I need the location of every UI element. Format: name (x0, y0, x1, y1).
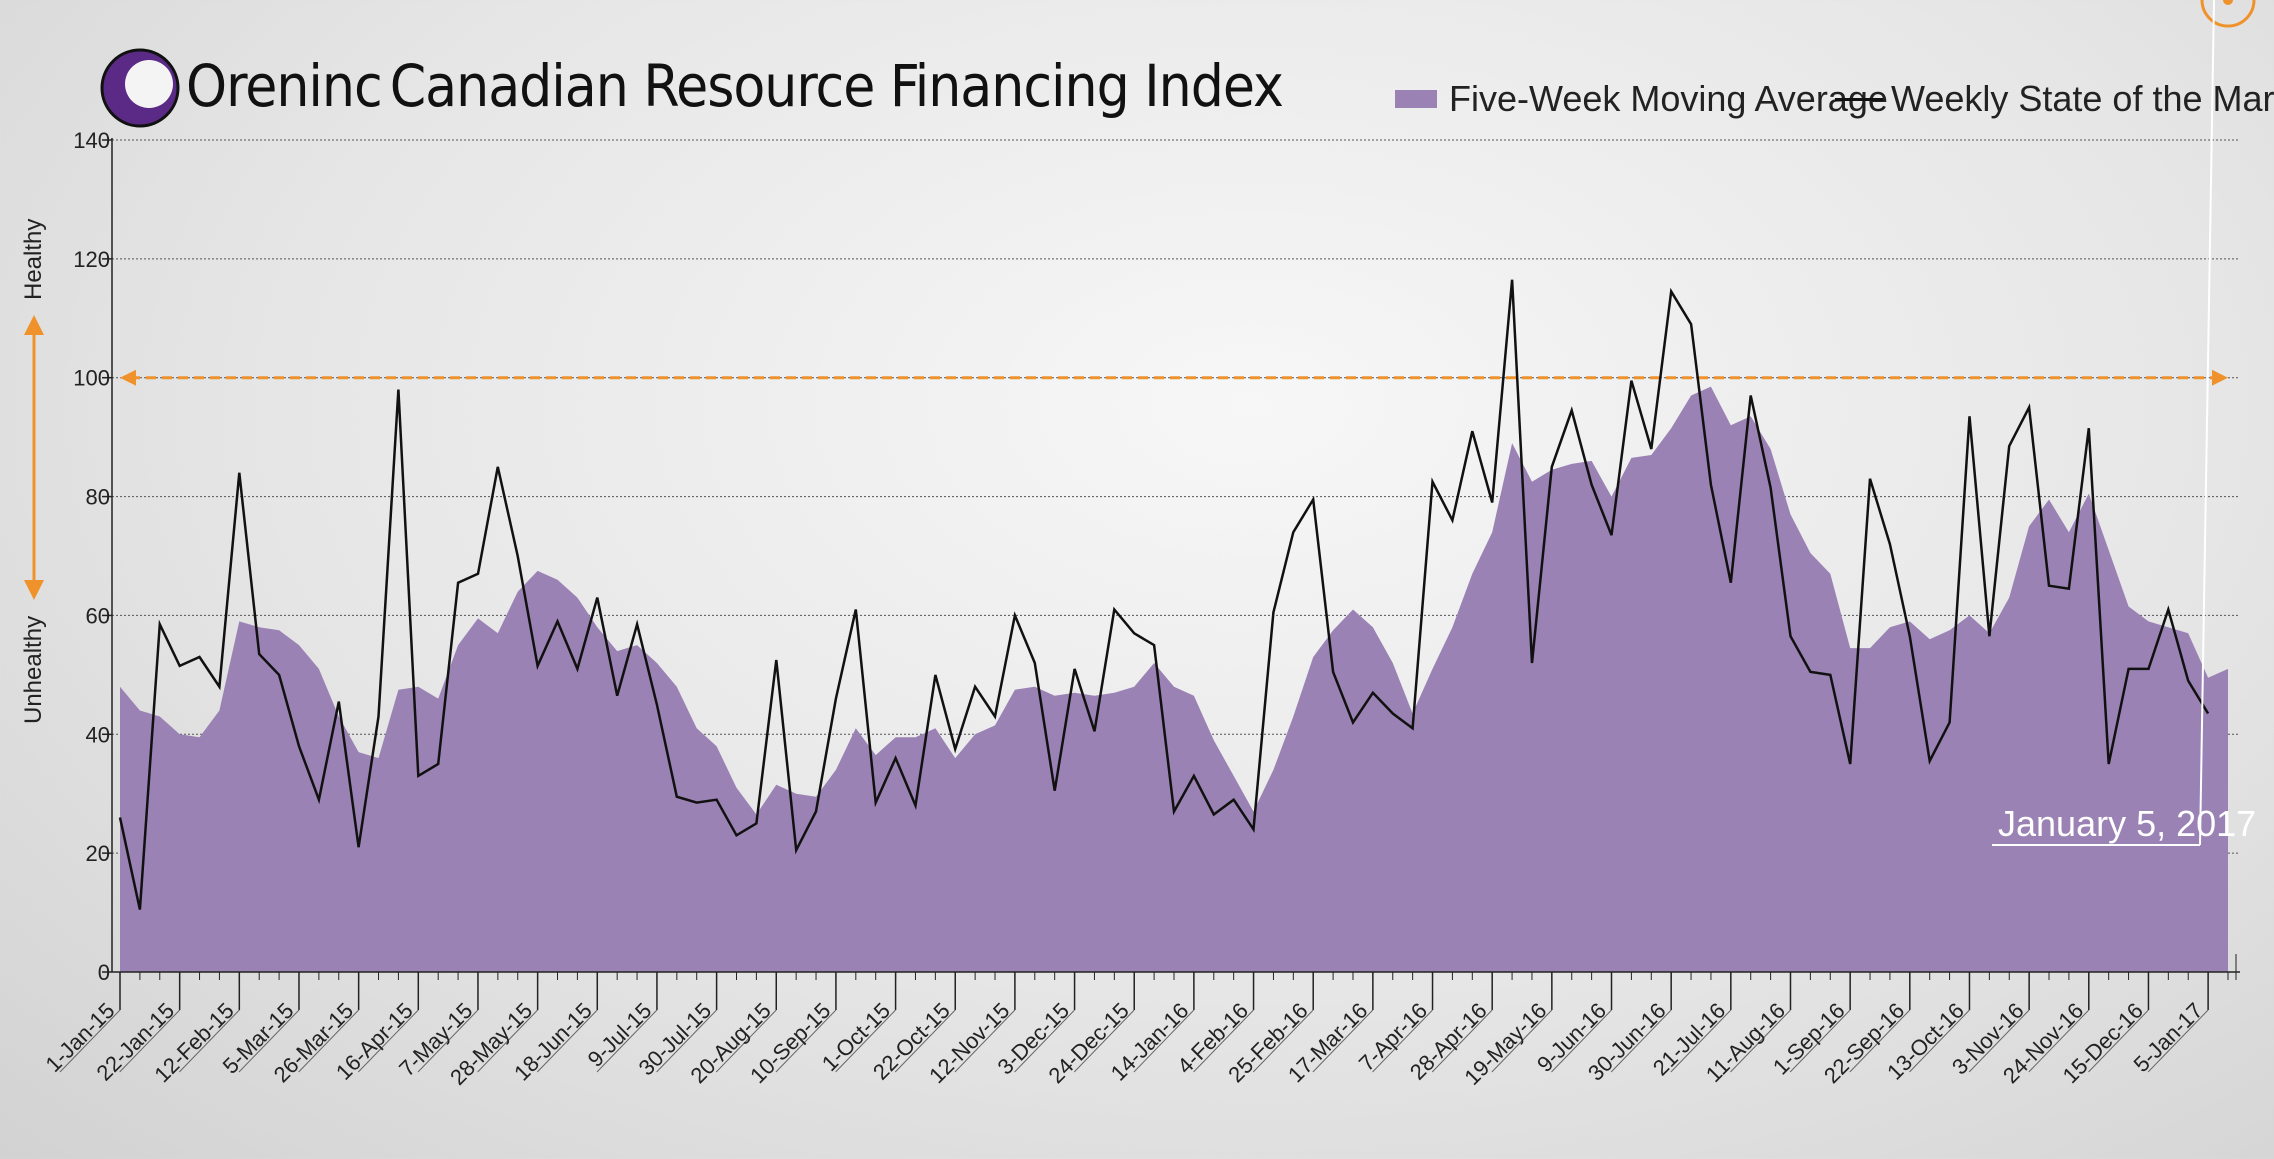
x-label-leader (1073, 1009, 1135, 1073)
x-label-leader (2088, 1009, 2149, 1073)
x-label-leader (59, 1009, 121, 1073)
x-label-leader (1789, 1009, 1851, 1073)
date-annotation-label: January 5, 2017 (1998, 803, 2257, 844)
x-label-leader (1849, 1009, 1911, 1073)
x-label-leader (1491, 1009, 1553, 1073)
x-label-leader (477, 1009, 538, 1073)
highlight-circle (2200, 0, 2256, 28)
moving-average-area (120, 386, 2228, 973)
annotation-leader (2199, 0, 2215, 846)
x-label-leader (2028, 1009, 2090, 1073)
x-label-leader (775, 1009, 837, 1073)
legend-label-area: Five-Week Moving Average (1449, 78, 1888, 119)
y-tick-label: 120 (73, 247, 110, 272)
x-label-leader (1372, 1009, 1433, 1073)
arrow-up-icon (24, 315, 44, 335)
x-label-leader (1670, 1009, 1732, 1073)
brand-name: Oreninc (186, 52, 383, 120)
x-label-leader (1431, 1009, 1493, 1073)
threshold-arrow-left-icon (120, 369, 136, 386)
y-tick-label: 100 (73, 366, 110, 391)
moving-average-area-layer (120, 386, 2228, 973)
y-tick-label: 0 (98, 960, 110, 985)
y-tick-label: 40 (86, 722, 110, 747)
threshold-layer (120, 369, 2228, 386)
x-label-leader (894, 1009, 956, 1073)
weekly-state-line (118, 279, 2210, 910)
title-text: Canadian Resource Financing Index (389, 52, 1284, 120)
y-tick-label: 140 (73, 128, 110, 153)
x-label-leader (1551, 1009, 1612, 1073)
legend-swatch-line (1835, 97, 1883, 101)
legend-item-weekly: Weekly State of the Market (1835, 78, 2274, 120)
legend-item-moving-average: Five-Week Moving Average (1395, 78, 1888, 120)
x-label-leader (357, 1009, 419, 1073)
health-arrow (24, 315, 44, 600)
x-label-leader (656, 1009, 717, 1073)
x-label-leader (1610, 1009, 1672, 1073)
legend-swatch-area (1395, 90, 1437, 108)
x-label-leader (1909, 1009, 1970, 1073)
y-tick-label: 20 (86, 841, 110, 866)
x-label-leader (596, 1009, 658, 1073)
annotation-layer (1992, 0, 2256, 846)
arrow-down-icon (24, 580, 44, 600)
x-label-leader (119, 1009, 181, 1073)
y-tick-label: 60 (86, 603, 110, 628)
x-label-leader (835, 1009, 896, 1073)
x-label-leader (954, 1009, 1016, 1073)
x-label-leader (417, 1009, 479, 1073)
oreninc-logo-icon (100, 48, 180, 128)
x-label-leader (1252, 1009, 1314, 1073)
chart-title: Oreninc Canadian Resource Financing Index (186, 52, 1284, 120)
x-label-leader (1730, 1009, 1791, 1073)
x-label-leader (238, 1009, 300, 1073)
x-label-leader (715, 1009, 777, 1073)
x-label-leader (1193, 1009, 1254, 1073)
y-tick-label: 80 (86, 485, 110, 510)
threshold-arrow-right-icon (2212, 369, 2228, 386)
unhealthy-label: Unhealthy (20, 615, 47, 724)
legend-label-line: Weekly State of the Market (1891, 78, 2274, 119)
x-label-leader (298, 1009, 360, 1073)
weekly-line-layer (118, 279, 2210, 910)
x-label-leader (1133, 1009, 1195, 1073)
x-label-leader (178, 1009, 240, 1073)
x-label-leader (1312, 1009, 1374, 1073)
last-point-marker (2223, 0, 2233, 5)
x-label-leader (1968, 1009, 2030, 1073)
x-label-leader (1014, 1009, 1075, 1073)
x-label-leader (536, 1009, 598, 1073)
x-label-leader (2147, 1009, 2209, 1073)
healthy-label: Healthy (20, 218, 47, 300)
